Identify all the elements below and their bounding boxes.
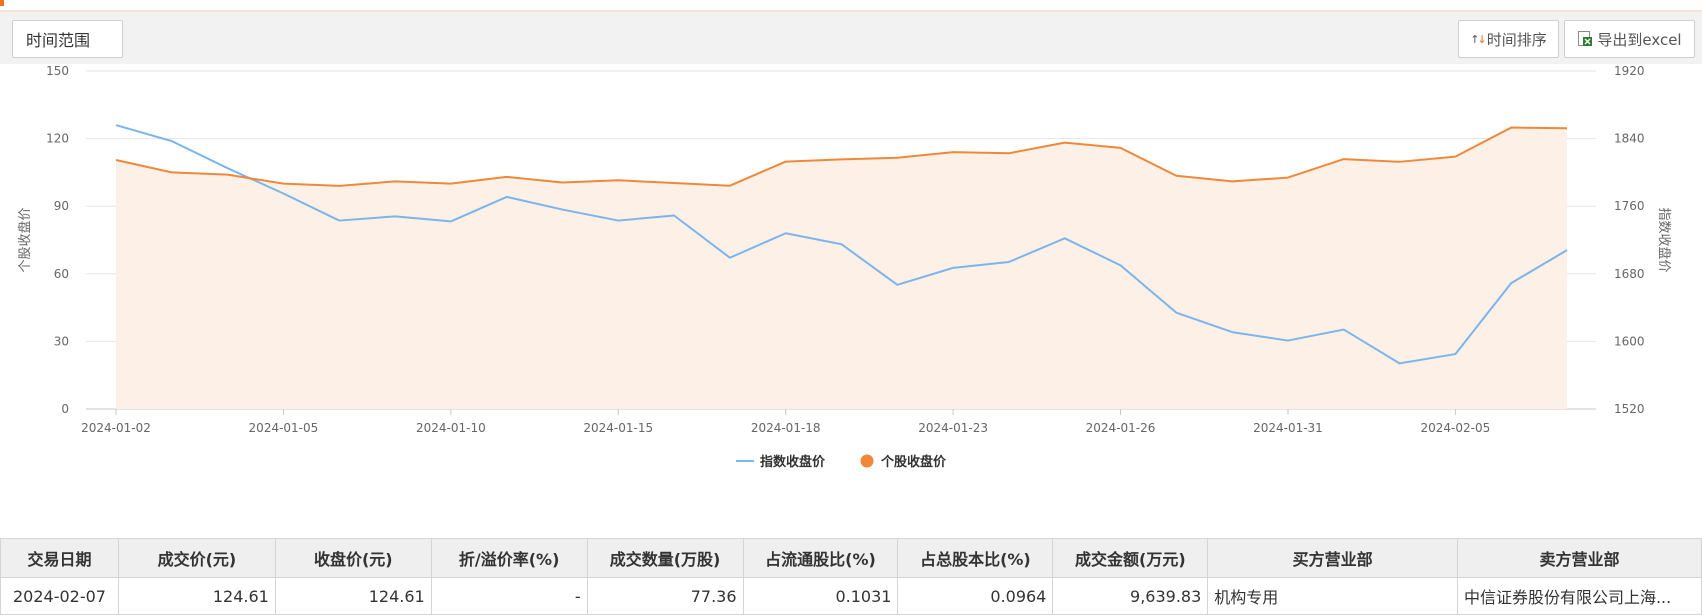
y-axis-title-right: 指数收盘价 <box>1656 207 1672 272</box>
y-tick-label-left: 30 <box>54 334 69 348</box>
cell-total-ratio: 0.0964 <box>897 577 1054 615</box>
legend-label: 指数收盘价 <box>760 454 826 470</box>
y-tick-label-left: 120 <box>46 132 69 146</box>
y-axis-right: 1520 1600 1680 1760 1840 1920 <box>1614 64 1645 416</box>
col-header-amount: 成交金额(万元) <box>1052 538 1209 578</box>
cell-buyer: 机构专用 <box>1207 577 1458 615</box>
y-tick-label-right: 1920 <box>1614 64 1645 78</box>
section-accent-bar <box>0 0 4 6</box>
x-tick-label: 2024-01-15 <box>583 421 653 435</box>
sort-arrows-icon: ↑↓ <box>1470 32 1487 46</box>
time-sort-label: 时间排序 <box>1486 30 1547 49</box>
y-tick-label-right: 1520 <box>1614 402 1645 416</box>
y-tick-label-right: 1840 <box>1614 132 1645 146</box>
col-header-buyer: 买方营业部 <box>1207 538 1458 578</box>
y-tick-label-right: 1600 <box>1614 334 1645 348</box>
legend-label: 个股收盘价 <box>880 454 947 470</box>
trade-table: 交易日期 成交价(元) 收盘价(元) 折/溢价率(%) 成交数量(万股) 占流通… <box>0 538 1702 615</box>
time-sort-button[interactable]: ↑↓ 时间排序 <box>1458 20 1559 58</box>
col-header-close-price: 收盘价(元) <box>274 538 432 578</box>
y-tick-label-left: 90 <box>54 199 69 213</box>
x-tick-label: 2024-01-31 <box>1253 421 1323 435</box>
y-axis-title-left: 个股收盘价 <box>17 207 33 272</box>
col-header-seller: 卖方营业部 <box>1456 538 1702 578</box>
y-tick-label-left: 60 <box>54 267 69 281</box>
x-tick-label: 2024-02-05 <box>1421 421 1491 435</box>
export-excel-label: 导出到excel <box>1597 30 1682 49</box>
cell-float-ratio: 0.1031 <box>742 577 899 615</box>
x-tick-label: 2024-01-02 <box>81 421 151 435</box>
table-header-row: 交易日期 成交价(元) 收盘价(元) 折/溢价率(%) 成交数量(万股) 占流通… <box>0 538 1702 578</box>
legend-dot-marker <box>860 454 874 468</box>
time-range-button[interactable]: 时间范围 <box>12 20 123 58</box>
cell-date: 2024-02-07 <box>0 577 119 615</box>
x-tick-label: 2024-01-10 <box>416 421 486 435</box>
cell-seller: 中信证券股份有限公司上海... <box>1456 577 1702 615</box>
cell-deal-price: 124.61 <box>117 577 276 615</box>
cell-premium-rate: - <box>430 577 588 615</box>
x-tick-label: 2024-01-26 <box>1086 421 1156 435</box>
y-axis-left: 0 30 60 90 120 150 <box>46 64 69 416</box>
series-line-stock-close <box>115 126 1568 187</box>
y-tick-label-left: 150 <box>46 64 69 78</box>
y-tick-label-right: 1680 <box>1614 267 1645 281</box>
col-header-deal-price: 成交价(元) <box>117 538 276 578</box>
section-header-strip <box>0 0 1702 12</box>
x-axis: 2024-01-02 2024-01-05 2024-01-10 2024-01-15… <box>81 409 1490 435</box>
col-header-volume: 成交数量(万股) <box>586 538 744 578</box>
cell-amount: 9,639.83 <box>1052 577 1209 615</box>
stock-price-area <box>116 127 1567 410</box>
col-header-premium-rate: 折/溢价率(%) <box>430 538 588 578</box>
y-tick-label-left: 0 <box>61 402 69 416</box>
price-chart: 2024-01-02 2024-01-05 2024-01-10 2024-01-15… <box>17 64 1672 470</box>
y-tick-label-right: 1760 <box>1614 199 1645 213</box>
export-excel-button[interactable]: 导出到excel <box>1564 20 1695 58</box>
x-tick-label: 2024-01-18 <box>751 421 821 435</box>
chart-toolbar: 时间范围 ↑↓ 时间排序 导出到excel <box>0 12 1702 64</box>
cell-volume: 77.36 <box>586 577 744 615</box>
excel-icon <box>1577 30 1593 48</box>
x-tick-label: 2024-01-23 <box>918 421 988 435</box>
time-range-label: 时间范围 <box>26 31 91 50</box>
x-tick-label: 2024-01-05 <box>249 421 319 435</box>
series-line-index-close <box>115 124 1568 365</box>
cell-close-price: 124.61 <box>274 577 432 615</box>
col-header-total-ratio: 占总股本比(%) <box>897 538 1054 578</box>
chart-legend: 指数收盘价 个股收盘价 <box>736 454 947 470</box>
table-row: 2024-02-07 124.61 124.61 - 77.36 0.1031 … <box>0 577 1702 615</box>
col-header-date: 交易日期 <box>0 538 119 578</box>
col-header-float-ratio: 占流通股比(%) <box>742 538 899 578</box>
